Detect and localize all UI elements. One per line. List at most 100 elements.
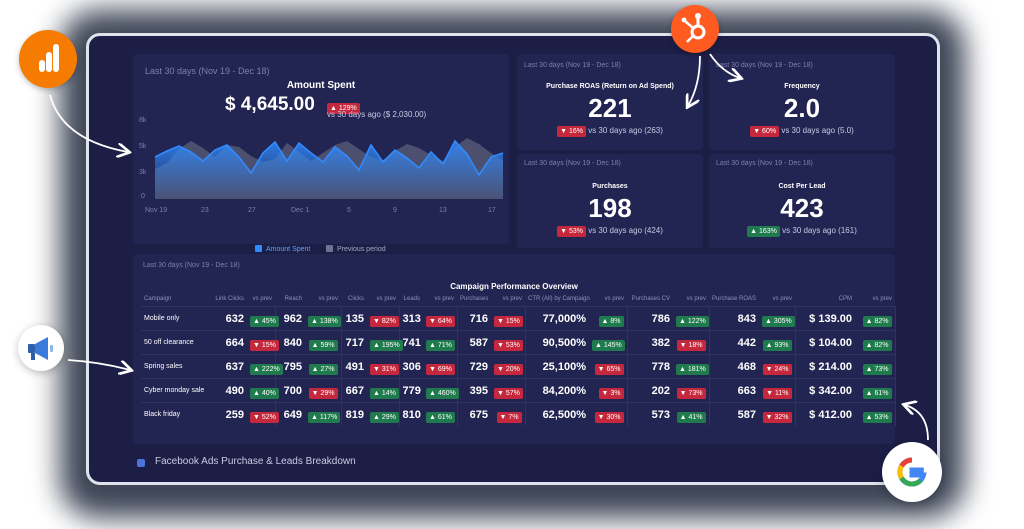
table-row[interactable]: Black friday 259 ▼ 52% 649 ▲ 117% 819 ▲ 29% 810… bbox=[141, 402, 896, 426]
column-header[interactable]: vs prev bbox=[252, 296, 272, 302]
column-header[interactable]: Reach bbox=[284, 296, 302, 302]
metric-value: 573 bbox=[627, 402, 673, 426]
legend-label: Previous period bbox=[337, 246, 386, 253]
delta-badge: ▲ 41% bbox=[676, 411, 706, 423]
delta-badge: ▼ 15% bbox=[250, 339, 279, 351]
delta-badge: ▼ 18% bbox=[676, 339, 706, 351]
column-header[interactable]: CTR (All) by Campaign bbox=[528, 296, 590, 302]
column-header[interactable]: Purchases bbox=[460, 296, 489, 302]
footer-title: Facebook Ads Purchase & Leads Breakdown bbox=[155, 456, 356, 467]
delta-cell: ▲ 117% bbox=[305, 402, 342, 426]
kpi-compare-row: ▲ 163% vs 30 days ago (161) bbox=[709, 226, 895, 237]
delta-cell: ▲ 61% bbox=[423, 402, 458, 426]
column-header[interactable]: vs prev bbox=[772, 296, 792, 302]
delta-badge: ▼ 64% bbox=[426, 315, 455, 327]
metric-value: 77,000% bbox=[525, 306, 589, 331]
delta-cell: ▲ 222% bbox=[247, 354, 283, 379]
amount-spent-panel[interactable]: Last 30 days (Nov 19 - Dec 18) Amount Sp… bbox=[133, 54, 509, 253]
column-header[interactable]: vs prev bbox=[872, 296, 892, 302]
delta-badge: ▲ 71% bbox=[426, 339, 455, 351]
kpi-frequency-panel[interactable]: Last 30 days (Nov 19 - Dec 18) Frequency… bbox=[709, 54, 895, 150]
table-row[interactable]: 50 off clearance 664 ▼ 15% 840 ▲ 59% 717 ▲ 195… bbox=[141, 330, 896, 355]
kpi-title: Purchases bbox=[592, 183, 628, 190]
column-header[interactable]: Purchases CV bbox=[631, 296, 670, 302]
metric-value: 843 bbox=[709, 306, 759, 331]
delta-cell: ▼ 11% bbox=[759, 378, 796, 403]
column-header[interactable]: vs prev bbox=[434, 296, 454, 302]
metric-value: 84,200% bbox=[525, 378, 589, 403]
delta-badge: ▼ 69% bbox=[426, 363, 455, 375]
column-header[interactable]: Leads bbox=[403, 296, 420, 302]
metric-value: 675 bbox=[457, 402, 491, 426]
metric-value: $ 139.00 bbox=[795, 306, 855, 331]
legend-label: Amount Spent bbox=[266, 246, 311, 253]
column-header[interactable]: vs prev bbox=[604, 296, 624, 302]
y-tick-label: 8k bbox=[139, 117, 147, 124]
amount-spent-value: $ 4,645.00 bbox=[225, 94, 315, 115]
kpi-compare: vs 30 days ago (161) bbox=[782, 226, 857, 235]
kpi-purchases-panel[interactable]: Last 30 days (Nov 19 - Dec 18) Purchases… bbox=[517, 154, 703, 248]
delta-badge: ▲ 8% bbox=[598, 315, 624, 327]
delta-cell: ▲ 122% bbox=[673, 306, 710, 331]
metric-value: 259 bbox=[203, 402, 247, 426]
table-row[interactable]: Cyber monday sale 490 ▲ 40% 700 ▼ 29% 667 ▲ 14… bbox=[141, 378, 896, 403]
delta-badge: ▲ 93% bbox=[762, 339, 792, 351]
y-tick-label: 5k bbox=[139, 143, 147, 150]
delta-badge: ▼ 29% bbox=[308, 387, 338, 399]
metric-value: 587 bbox=[709, 402, 759, 426]
delta-cell: ▲ 53% bbox=[855, 402, 896, 426]
delta-cell: ▲ 61% bbox=[855, 378, 896, 403]
delta-cell: ▼ 29% bbox=[305, 378, 342, 403]
column-header[interactable]: vs prev bbox=[376, 296, 396, 302]
delta-badge: ▲ 305% bbox=[762, 315, 795, 327]
delta-badge: ▲ 145% bbox=[592, 339, 625, 351]
metric-value: 135 bbox=[341, 306, 367, 331]
delta-badge: ▲ 460% bbox=[426, 387, 459, 399]
kpi-roas-panel[interactable]: Last 30 days (Nov 19 - Dec 18) Purchase … bbox=[517, 54, 703, 150]
metric-value: 649 bbox=[275, 402, 305, 426]
delta-cell: ▲ 195% bbox=[367, 330, 403, 355]
delta-badge: ▲ 138% bbox=[308, 315, 341, 327]
delta-cell: ▲ 82% bbox=[855, 330, 896, 355]
column-header[interactable]: vs prev bbox=[502, 296, 522, 302]
x-tick-label: 23 bbox=[201, 207, 209, 214]
kpi-title: Cost Per Lead bbox=[778, 183, 826, 190]
table-row[interactable]: Mobile only 632 ▲ 45% 962 ▲ 138% 135 ▼ 82% 313 ▼… bbox=[141, 306, 896, 331]
delta-badge: ▲ 61% bbox=[862, 387, 892, 399]
column-header[interactable]: CPM bbox=[838, 296, 852, 302]
delta-badge: ▼ 32% bbox=[762, 411, 792, 423]
column-header[interactable]: vs prev bbox=[686, 296, 706, 302]
x-tick-label: Nov 19 bbox=[145, 207, 168, 214]
column-header[interactable]: Campaign bbox=[144, 296, 172, 302]
x-tick-label: 13 bbox=[439, 207, 447, 214]
metric-value: 468 bbox=[709, 354, 759, 379]
column-header[interactable]: Clicks bbox=[348, 296, 364, 302]
delta-badge: ▲ 82% bbox=[862, 315, 892, 327]
column-header[interactable]: Purchase ROAS bbox=[712, 296, 757, 302]
kpi-compare-row: ▼ 16% vs 30 days ago (263) bbox=[517, 126, 703, 137]
metric-value: 491 bbox=[341, 354, 367, 379]
metric-value: 25,100% bbox=[525, 354, 589, 379]
metric-value: 202 bbox=[627, 378, 673, 403]
column-header[interactable]: vs prev bbox=[318, 296, 338, 302]
legend-previous-period[interactable]: Previous period bbox=[326, 245, 386, 253]
delta-cell: ▼ 52% bbox=[247, 402, 279, 426]
legend-amount-spent[interactable]: Amount Spent bbox=[255, 245, 310, 253]
metric-value: 717 bbox=[341, 330, 367, 355]
delta-badge: ▲ 59% bbox=[308, 339, 338, 351]
delta-badge: ▲ 122% bbox=[676, 315, 709, 327]
campaign-table-panel[interactable]: Last 30 days (Nov 19 - Dec 18) Campaign … bbox=[133, 254, 896, 444]
metric-value: $ 104.00 bbox=[795, 330, 855, 355]
delta-cell: ▲ 73% bbox=[855, 354, 896, 379]
dashboard-screen: Last 30 days (Nov 19 - Dec 18) Amount Sp… bbox=[86, 33, 940, 485]
delta-badge: ▲ 181% bbox=[676, 363, 709, 375]
kpi-cost-per-lead-panel[interactable]: Last 30 days (Nov 19 - Dec 18) Cost Per … bbox=[709, 154, 895, 248]
delta-cell: ▲ 40% bbox=[247, 378, 279, 403]
campaign-name: 50 off clearance bbox=[141, 330, 203, 355]
table-row[interactable]: Spring sales 637 ▲ 222% 795 ▲ 27% 491 ▼ 31% 306… bbox=[141, 354, 896, 379]
campaign-name: Spring sales bbox=[141, 354, 203, 379]
table-header-row: Campaign Link Clicks vs prev Reach vs prev Cl… bbox=[141, 292, 895, 307]
google-analytics-icon bbox=[19, 30, 77, 88]
delta-cell: ▼ 73% bbox=[673, 378, 710, 403]
column-header[interactable]: Link Clicks bbox=[215, 296, 244, 302]
